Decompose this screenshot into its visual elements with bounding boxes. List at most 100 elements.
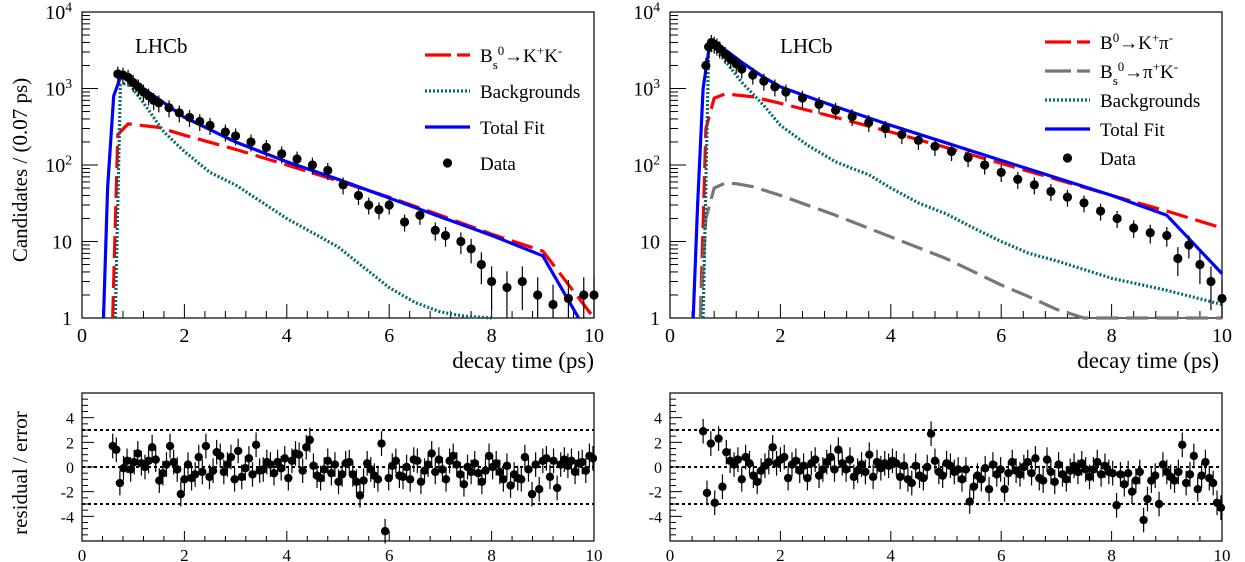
right-data-point [913,135,924,145]
left-residual-point [162,460,171,469]
left-residual-point [560,455,569,464]
right-data-point [797,93,808,103]
left-residual-point [427,449,436,458]
right-series-line [698,92,1223,319]
right-data-point [1217,293,1227,304]
left-data-point [154,98,164,108]
right-residual-point [861,467,870,477]
left-residual-point [319,465,329,474]
left-data-point [430,225,440,235]
right-residual-point [768,443,777,452]
right-residual-point [710,498,719,507]
right-residual-point [969,482,978,491]
left-series-line [113,80,492,320]
right-residual-point [1108,468,1117,478]
left-residual-point [481,466,490,475]
left-residual-point [423,460,433,469]
right-residual-point [1077,459,1086,468]
right-residual-point [722,448,731,457]
right-residual-point [1143,494,1152,504]
left-data-point [220,127,230,137]
left-residual-point [122,456,132,466]
left-residual-point [477,477,487,486]
right-residual-point [1038,476,1048,485]
left-residual-point [492,459,501,468]
right-residual-point [1181,478,1191,488]
left-data-point [456,236,466,247]
left-residual-point [266,460,275,469]
left-residual-point [133,449,143,458]
right-residual-point [1158,460,1168,469]
left-legend-label: Bs0→K+K- [480,43,562,72]
left-residual-point [259,465,268,474]
left-data-point [174,108,184,118]
right-data-point [963,152,973,163]
y-axis-label-residual: residual / error [8,411,32,535]
right-residual-point [1081,465,1090,474]
left-residual-x-tick-label: 4 [283,546,292,562]
right-series-line [691,39,1224,319]
left-residual-point [251,440,261,449]
left-data-point [487,276,497,287]
right-legend-label: Backgrounds [1100,91,1200,112]
right-residual-point [1089,465,1098,474]
left-residual-point [323,456,332,466]
left-data-point [231,131,241,141]
right-residual-point [865,450,874,459]
left-residual-point [502,461,512,470]
left-residual-point [233,446,243,456]
left-data-point [205,120,215,130]
right-data-point [897,129,907,140]
right-data-point [996,167,1006,178]
right-residual-point [745,459,754,468]
left-data-point [384,200,394,210]
right-x-tick-label: 0 [665,325,675,347]
right-residual-point [996,465,1005,474]
right-residual-point [1170,476,1179,485]
left-residual-point [115,478,125,488]
left-residual-y-tick-label: 2 [66,435,74,452]
left-residual-point [130,457,139,467]
left-residual-point [216,451,225,461]
right-residual-point [1120,480,1129,489]
right-data-point [1195,259,1205,270]
right-residual-point [1000,485,1009,494]
left-residual-point [362,459,372,468]
left-data-point [277,149,287,159]
right-data-point [759,76,769,86]
right-residual-point [1154,499,1164,509]
left-residual-point [517,475,526,484]
left-data-point [195,116,205,127]
right-experiment-label: LHCb [780,34,833,58]
left-data-point [292,154,302,164]
left-residual-point [452,460,461,469]
left-data-point [374,205,384,215]
left-data-point [164,103,174,113]
right-data-point [737,64,747,74]
right-data-point [1145,228,1155,238]
left-residual-point [276,464,286,473]
left-legend-label: Total Fit [480,118,545,139]
left-data-point [440,230,451,241]
left-residual-point [237,472,246,482]
left-residual-point [380,526,390,536]
right-residual-point [919,473,928,483]
right-residual-point [1096,470,1106,479]
right-residual-point [1054,460,1063,469]
left-residual-point [398,472,408,482]
left-residual-point [284,473,293,483]
right-y-tick-label: 1 [650,308,660,330]
left-legend-label: Data [480,154,516,175]
right-y-tick-label: 103 [633,76,660,101]
left-residual-point [112,445,121,454]
right-residual-point [1050,477,1059,486]
left-legend: Bs0→K+K- Backgrounds Total Fit Data [425,43,580,175]
left-y-tick-label: 104 [45,0,72,24]
left-residual-point [578,457,587,467]
right-residual-y-tick-label: 2 [654,435,662,452]
right-residual-point [810,455,820,464]
left-data-point [476,259,486,270]
left-residual-point [305,435,315,445]
left-data-point [364,200,374,210]
